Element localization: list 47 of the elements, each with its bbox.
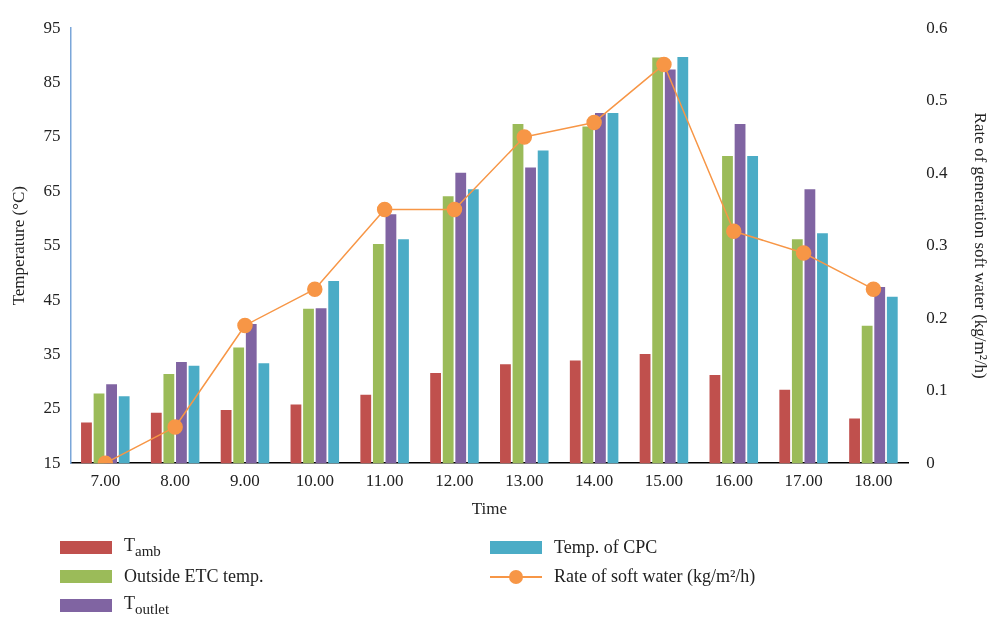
y-tick-label: 95	[43, 17, 61, 37]
x-tick-label: 13.00	[505, 470, 544, 490]
y-tick-label: 35	[43, 343, 61, 363]
x-tick-label: 14.00	[574, 470, 614, 490]
x-tick-label: 9.00	[230, 470, 260, 490]
legend-label: T$_{outlet}$	[124, 593, 170, 618]
y2-tick-label: 0.3	[926, 235, 948, 255]
point	[795, 245, 812, 261]
x-tick-label: 7.00	[90, 470, 121, 490]
x-tick-label: 8.00	[160, 470, 191, 490]
legend-label: Temp. of CPC	[554, 537, 658, 558]
x-tick-label: 11.00	[365, 470, 404, 490]
point	[446, 201, 463, 218]
point	[516, 129, 533, 145]
x-tick-label: 10.00	[295, 470, 334, 490]
x-tick-label: 16.00	[714, 470, 753, 490]
y2-tick-label: 0.5	[926, 90, 948, 110]
y2-tick-label: 0.6	[926, 17, 948, 37]
legend-label: Rate of soft water (kg/m²/h)	[554, 566, 756, 587]
y2-tick-label: 0.2	[926, 307, 948, 327]
x-tick-label: 12.00	[435, 470, 474, 490]
x-tick-label: 15.00	[644, 470, 684, 490]
y2-tick-label: 0	[926, 452, 935, 472]
y-tick-label: 45	[43, 289, 61, 309]
y-tick-label: 25	[43, 398, 61, 418]
point	[726, 223, 742, 239]
point	[167, 419, 183, 435]
y-tick-label: 65	[43, 180, 61, 200]
point	[586, 114, 602, 131]
legend-label: T$_{amb}$	[124, 535, 161, 560]
y-axis-title: Temperature (°C)	[8, 186, 28, 306]
point	[376, 201, 393, 218]
y2-axis-title: Rate of generation soft water (kg/m²/h)	[971, 112, 991, 379]
point	[237, 317, 253, 334]
x-axis-title: Time	[471, 499, 508, 519]
point	[656, 56, 672, 73]
x-tick-label: 17.00	[784, 470, 823, 490]
y2-tick-label: 0.4	[926, 162, 949, 182]
y2-tick-label: 0.1	[926, 380, 948, 400]
x-tick-label: 18.00	[854, 470, 893, 490]
y-tick-label: 55	[43, 235, 61, 255]
point	[865, 281, 882, 297]
point	[307, 281, 323, 297]
legend-label: Outside ETC temp.	[124, 566, 264, 587]
y-tick-label: 75	[43, 126, 61, 146]
y-tick-label: 85	[43, 72, 61, 92]
y-tick-label: 15	[43, 452, 61, 472]
